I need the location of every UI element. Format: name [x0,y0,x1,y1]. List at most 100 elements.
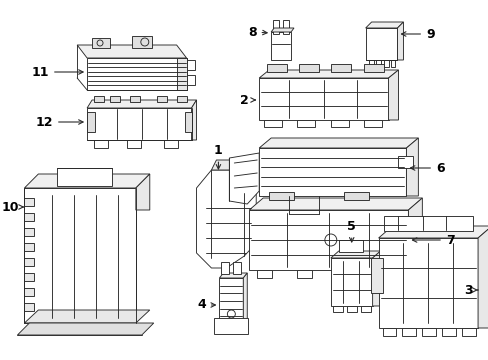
Text: 9: 9 [401,27,434,41]
Polygon shape [191,100,196,140]
Bar [24,243,34,251]
Bar [24,198,34,206]
Bar [24,288,34,296]
Bar [343,192,368,200]
Bar [87,112,95,132]
Bar [360,306,370,312]
Bar [346,306,356,312]
Bar [186,75,194,85]
Bar [378,270,393,278]
Polygon shape [249,198,422,210]
Polygon shape [372,251,380,306]
Bar [382,328,396,336]
Bar [368,60,373,67]
Polygon shape [259,138,418,148]
Text: 5: 5 [346,220,355,242]
Bar [24,273,34,281]
Bar [375,60,380,67]
Bar [92,38,110,48]
Bar [110,96,120,102]
Polygon shape [18,323,153,335]
Bar [422,328,435,336]
Polygon shape [330,251,380,258]
Bar [259,78,388,120]
Bar [383,60,388,67]
Bar [87,58,186,90]
Bar [378,238,477,328]
Text: 2: 2 [240,94,255,107]
Bar [330,64,350,72]
Polygon shape [378,226,488,238]
Text: 8: 8 [247,26,266,39]
Bar [270,32,290,60]
Polygon shape [407,198,422,270]
Polygon shape [77,45,186,58]
Bar [233,262,241,274]
Polygon shape [406,138,418,196]
Text: 12: 12 [36,116,83,129]
Bar [184,112,191,132]
Bar [338,270,353,278]
Polygon shape [219,273,247,278]
Polygon shape [388,70,398,120]
Bar [363,64,383,72]
Polygon shape [196,170,256,268]
Bar [24,213,34,221]
Bar [94,96,104,102]
Bar [24,303,34,311]
Polygon shape [136,174,149,210]
Bar [264,120,282,127]
Polygon shape [24,174,149,188]
Bar [249,210,407,270]
Text: 6: 6 [409,162,444,175]
Bar [257,270,272,278]
Bar [157,96,166,102]
Bar [24,228,34,236]
Bar [370,258,382,293]
Bar [365,28,397,60]
Polygon shape [87,100,196,108]
Bar [94,140,108,148]
Bar [268,192,293,200]
Bar [273,20,279,34]
Text: 11: 11 [32,66,83,78]
Bar [87,108,191,140]
Bar [390,60,395,67]
Bar [296,270,311,278]
Bar [214,318,248,334]
Polygon shape [397,22,403,60]
Polygon shape [24,310,149,323]
Bar [383,216,472,231]
Bar [332,306,342,312]
Bar [176,96,186,102]
Bar [132,36,151,48]
Bar [221,262,229,274]
Bar [441,328,455,336]
Bar [461,328,475,336]
Text: 7: 7 [411,234,454,247]
Polygon shape [176,58,186,90]
Polygon shape [477,226,488,328]
Polygon shape [229,153,259,204]
Bar [402,328,415,336]
Bar [363,120,381,127]
Bar [24,188,136,323]
Bar [330,258,372,306]
Bar [398,156,412,168]
Polygon shape [211,160,246,170]
Polygon shape [365,22,403,28]
Bar [298,64,318,72]
Bar [259,148,406,196]
Text: 4: 4 [197,298,215,311]
Bar [57,168,112,186]
Bar [163,140,177,148]
Bar [296,120,314,127]
Bar [266,64,286,72]
Polygon shape [270,28,293,32]
Bar [219,278,243,324]
Text: 1: 1 [214,144,223,169]
Text: 3: 3 [463,284,477,297]
Polygon shape [259,70,398,78]
Bar [330,120,348,127]
Text: 10: 10 [2,201,23,213]
